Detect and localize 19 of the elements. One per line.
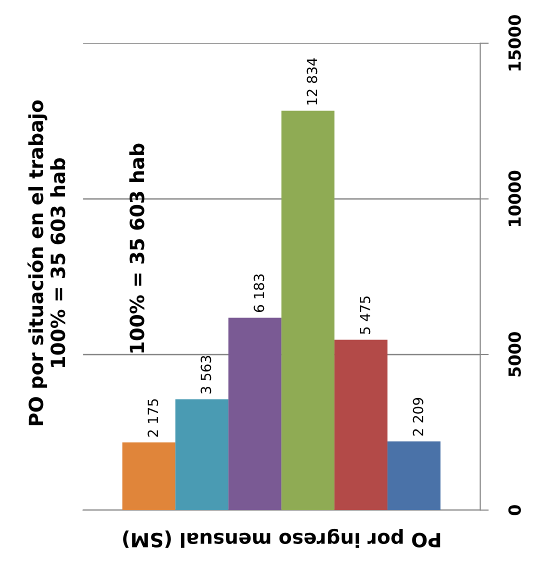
x-axis-title: PO por ingreso mensual (SM) [123, 528, 440, 548]
y-tick-label: 0 [508, 505, 521, 516]
data-label: 6 183 [254, 274, 264, 312]
bar [122, 442, 176, 510]
data-label: 12 834 [306, 58, 318, 105]
bar [228, 318, 282, 510]
data-label: 3 563 [200, 356, 212, 394]
data-label: 2 209 [412, 398, 424, 436]
data-label: 5 475 [360, 296, 370, 334]
data-label: 2 175 [148, 399, 158, 437]
bar [281, 110, 334, 510]
y-tick-label: 15000 [508, 15, 521, 70]
text: PO por situación en el trabajo 100% = 35 603 hab [27, 100, 66, 426]
bar [175, 399, 228, 510]
bar [334, 340, 388, 510]
bar [387, 441, 440, 510]
y-tick-label: 5000 [508, 332, 521, 376]
annotation: 100% = 35 603 hab [129, 144, 144, 352]
y-tick-label: 10000 [508, 170, 521, 226]
